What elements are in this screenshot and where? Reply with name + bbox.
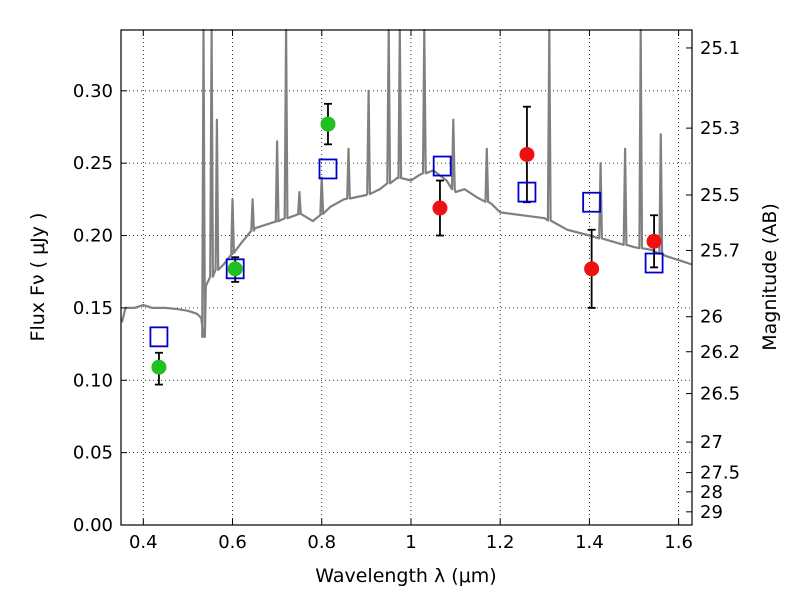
data-point — [151, 359, 167, 375]
y2-tick-label: 26.2 — [700, 342, 740, 363]
y-tick-label: 0.20 — [73, 226, 113, 247]
y2-tick-label: 25.7 — [700, 240, 740, 261]
y-tick-label: 0.05 — [73, 443, 113, 464]
y2-tick-label: 26 — [700, 307, 723, 328]
y2-tick-label: 25.5 — [700, 185, 740, 206]
y2-tick-label: 26.5 — [700, 384, 740, 405]
x-tick-label: 0.4 — [129, 532, 158, 553]
data-point — [519, 146, 535, 162]
model-point — [517, 181, 537, 203]
y-tick-label: 0.00 — [73, 515, 113, 536]
grid — [121, 30, 692, 526]
marker-layer — [149, 102, 664, 386]
model-point — [149, 326, 169, 348]
data-point — [320, 116, 336, 132]
x-axis-label: Wavelength λ (μm) — [315, 565, 496, 587]
spectrum-layer — [120, 28, 693, 338]
y2-tick-label: 27.5 — [700, 463, 740, 484]
x-tick-label: 0.6 — [218, 532, 247, 553]
data-point — [584, 261, 600, 277]
y-tick-label: 0.30 — [73, 81, 113, 102]
data-point — [646, 233, 662, 249]
plot-frame — [120, 29, 693, 526]
x-tick-label: 1 — [405, 532, 416, 553]
x-tick-label: 1.2 — [486, 532, 515, 553]
model-point — [225, 258, 245, 280]
y-axis-left: 0.00 0.05 0.10 0.15 0.20 0.25 0.30 — [73, 81, 127, 536]
y-tick-label: 0.15 — [73, 298, 113, 319]
y-tick-label: 0.25 — [73, 153, 113, 174]
y2-tick-label: 27 — [700, 432, 723, 453]
y2-tick-label: 25.3 — [700, 118, 740, 139]
x-axis: 0.4 0.6 0.8 1 1.2 1.4 1.6 — [129, 30, 693, 553]
x-tick-label: 1.6 — [664, 532, 693, 553]
x-tick-label: 0.8 — [307, 532, 336, 553]
y-tick-label: 0.10 — [73, 370, 113, 391]
x-tick-label: 1.4 — [575, 532, 604, 553]
spectrum-line — [120, 28, 693, 338]
model-point — [644, 252, 664, 274]
y2-tick-label: 28 — [700, 482, 723, 503]
y2-axis-label: Magnitude (AB) — [759, 203, 781, 351]
model-point — [318, 158, 338, 180]
model-point — [582, 191, 602, 213]
y-axis-label: Flux Fν ( μJy ) — [27, 213, 49, 342]
y2-tick-label: 29 — [700, 502, 723, 523]
y2-tick-label: 25.1 — [700, 38, 740, 59]
data-point — [432, 200, 448, 216]
model-point — [432, 155, 452, 177]
data-point — [227, 261, 243, 277]
